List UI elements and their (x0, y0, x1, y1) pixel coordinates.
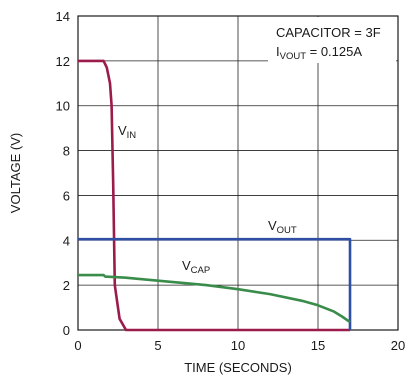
series-vin-line (78, 59, 350, 332)
vin-label: VIN (118, 123, 136, 141)
vout-label: VOUT (268, 218, 297, 236)
y-tick-label: 8 (63, 144, 70, 159)
x-tick-label: 20 (391, 338, 405, 353)
capacitor-annotation: CAPACITOR = 3F (276, 25, 381, 40)
ivout-subscript: VOUT (280, 51, 307, 62)
y-tick-label: 10 (56, 99, 70, 114)
y-tick-label: 2 (63, 278, 70, 293)
annotation-box-background (268, 17, 396, 63)
y-tick-label: 12 (56, 54, 70, 69)
y-axis-title: VOLTAGE (V) (8, 133, 23, 213)
y-tick-labels: 0 2 4 6 8 10 12 14 (56, 9, 70, 338)
ivout-annotation: IVOUT = 0.125A (276, 44, 362, 62)
vcap-label: VCAP (182, 258, 210, 276)
x-tick-label: 5 (154, 338, 161, 353)
x-tick-label: 15 (311, 338, 325, 353)
y-tick-label: 6 (63, 188, 70, 203)
series-lines (78, 59, 352, 332)
y-tick-label: 14 (56, 9, 70, 24)
ivout-value: = 0.125A (306, 44, 362, 59)
x-tick-label: 10 (231, 338, 245, 353)
x-axis-title: TIME (SECONDS) (184, 360, 292, 375)
series-vcap-line (78, 273, 351, 324)
x-tick-label: 0 (74, 338, 81, 353)
y-tick-label: 0 (63, 323, 70, 338)
x-tick-labels: 0 5 10 15 20 (74, 338, 405, 353)
ivout-main: I (276, 44, 280, 59)
series-vout-line (78, 237, 352, 330)
y-tick-label: 4 (63, 233, 70, 248)
